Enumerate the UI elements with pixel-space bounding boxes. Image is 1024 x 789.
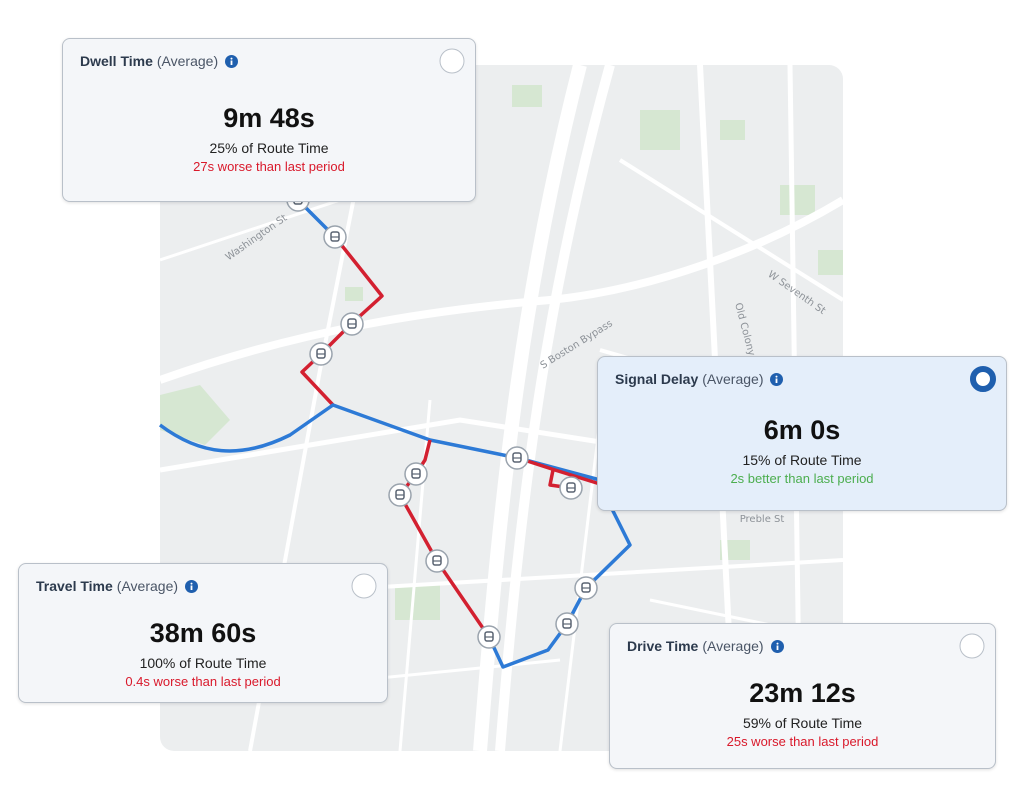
card-header: Drive Time (Average) bbox=[627, 638, 784, 654]
radio-ring bbox=[959, 633, 985, 659]
info-icon bbox=[185, 579, 199, 593]
card-header: Signal Delay (Average) bbox=[615, 371, 784, 387]
metric-value: 9m 48s bbox=[223, 103, 315, 133]
info-icon bbox=[770, 372, 784, 386]
route-segment bbox=[487, 483, 632, 669]
bus-stop bbox=[559, 476, 583, 500]
info-icon bbox=[770, 639, 784, 653]
card-title: Dwell Time bbox=[80, 53, 153, 69]
bus-stop bbox=[477, 625, 501, 649]
bus-stop bbox=[340, 312, 364, 336]
street-label: Preble St bbox=[740, 514, 785, 525]
card-body: 9m 48s 25% of Route Time 27s worse than la… bbox=[63, 103, 475, 174]
card-qualifier: (Average) bbox=[702, 638, 764, 654]
info-icon bbox=[225, 54, 239, 68]
card-body: 6m 0s 15% of Route Time 2s better than las… bbox=[598, 415, 1006, 486]
info-stem bbox=[230, 60, 233, 65]
select-radio[interactable] bbox=[351, 573, 377, 599]
bus-stop bbox=[388, 483, 412, 507]
card-qualifier: (Average) bbox=[702, 371, 764, 387]
route-segment bbox=[398, 439, 491, 638]
parks bbox=[160, 85, 843, 620]
bus-stop bbox=[323, 225, 347, 249]
info-stem bbox=[776, 378, 778, 383]
card-body: 38m 60s 100% of Route Time 0.4s worse than… bbox=[19, 618, 387, 689]
card-title: Travel Time bbox=[36, 578, 113, 594]
card-qualifier: (Average) bbox=[116, 578, 179, 594]
card-title: Drive Time bbox=[627, 638, 699, 654]
bus-stop bbox=[505, 446, 529, 470]
bus-stop bbox=[309, 342, 333, 366]
metric-card[interactable]: Drive Time (Average) 23m 12s 59% of Route T… bbox=[609, 623, 996, 769]
bus-stop bbox=[555, 612, 579, 636]
card-qualifier: (Average) bbox=[156, 53, 219, 69]
route-share: 100% of Route Time bbox=[139, 655, 267, 671]
period-comparison: 25s worse than last period bbox=[726, 734, 879, 749]
info-dot bbox=[775, 375, 778, 378]
info-dot bbox=[190, 582, 193, 585]
bus-stop bbox=[425, 549, 449, 573]
radio-ring bbox=[351, 573, 377, 599]
route-segment bbox=[158, 403, 601, 482]
card-title: Signal Delay bbox=[615, 371, 699, 387]
info-dot bbox=[230, 57, 233, 60]
select-radio[interactable] bbox=[970, 366, 996, 392]
card-header: Dwell Time (Average) bbox=[80, 53, 239, 69]
metric-card[interactable]: Travel Time (Average) 38m 60s 100% of Route… bbox=[18, 563, 388, 703]
period-comparison: 27s worse than last period bbox=[193, 159, 345, 174]
info-stem bbox=[776, 645, 778, 650]
bus-stop bbox=[574, 576, 598, 600]
radio-ring bbox=[439, 48, 465, 74]
info-dot bbox=[776, 642, 779, 645]
select-radio[interactable] bbox=[959, 633, 985, 659]
metric-card[interactable]: Signal Delay (Average) 6m 0s 15% of Route T… bbox=[597, 356, 1007, 511]
info-stem bbox=[190, 585, 193, 590]
period-comparison: 2s better than last period bbox=[730, 471, 874, 486]
period-comparison: 0.4s worse than last period bbox=[125, 674, 281, 689]
radio-ring bbox=[970, 366, 996, 392]
select-radio[interactable] bbox=[439, 48, 465, 74]
metric-card[interactable]: Dwell Time (Average) 9m 48s 25% of Route Ti… bbox=[62, 38, 476, 202]
route-share: 15% of Route Time bbox=[742, 452, 862, 468]
metric-value: 6m 0s bbox=[763, 415, 841, 445]
route-share: 59% of Route Time bbox=[742, 715, 863, 731]
metric-value: 38m 60s bbox=[149, 618, 257, 648]
card-body: 23m 12s 59% of Route Time 25s worse than l… bbox=[610, 678, 995, 749]
bus-stop bbox=[404, 462, 428, 486]
route-share: 25% of Route Time bbox=[209, 140, 329, 156]
card-header: Travel Time (Average) bbox=[36, 578, 199, 594]
metric-value: 23m 12s bbox=[749, 678, 856, 708]
